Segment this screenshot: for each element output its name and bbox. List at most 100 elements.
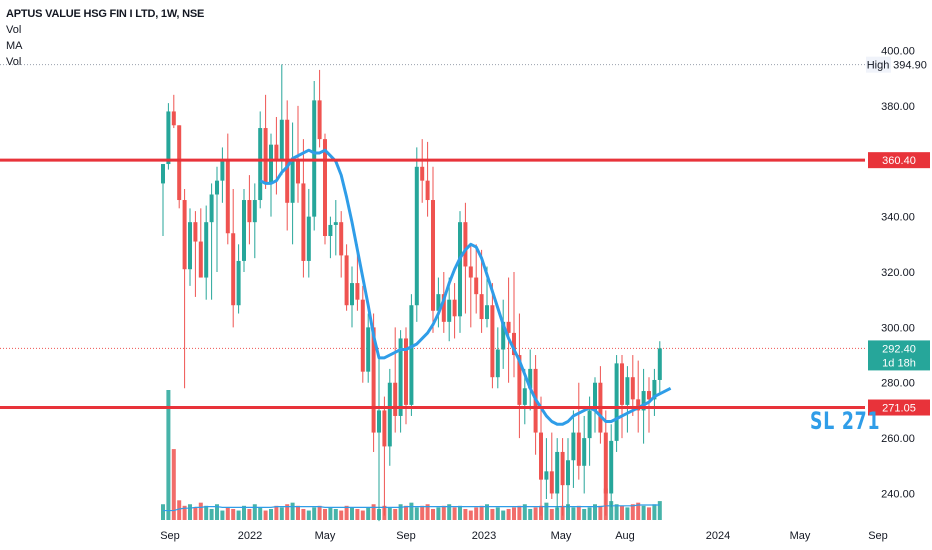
volume-ma-line xyxy=(163,504,660,512)
candle-body xyxy=(269,144,273,184)
volume-bar xyxy=(371,504,376,520)
volume-bar xyxy=(301,508,306,520)
volume-bar xyxy=(269,508,273,520)
volume-bar xyxy=(231,508,236,520)
candle-body xyxy=(485,305,489,320)
volume-bar xyxy=(360,510,365,520)
candle-body xyxy=(204,222,209,278)
candle-body xyxy=(539,432,543,480)
volume-bar xyxy=(625,507,630,520)
volume-bar xyxy=(495,507,500,520)
candle-body xyxy=(641,391,646,411)
candle-body xyxy=(528,368,533,389)
candle-body xyxy=(404,338,408,405)
volume-bar xyxy=(630,504,635,520)
volume-bar xyxy=(420,505,425,520)
volume-bars xyxy=(161,390,662,520)
candle-body xyxy=(355,283,360,300)
volume-bar xyxy=(474,507,479,520)
volume-bar xyxy=(225,507,230,520)
legend-ma[interactable]: MA xyxy=(6,40,23,52)
y-tick-label: 260.00 xyxy=(881,433,915,445)
candle-body xyxy=(571,432,576,461)
volume-bar xyxy=(198,502,203,520)
volume-bar xyxy=(441,505,446,520)
volume-bar xyxy=(215,504,219,520)
candle-body xyxy=(339,222,344,256)
candle-body xyxy=(436,294,441,311)
candle-body xyxy=(566,460,570,486)
volume-bar xyxy=(641,505,646,520)
volume-bar xyxy=(479,505,484,520)
volume-bar xyxy=(323,508,327,520)
candle-body xyxy=(425,180,430,201)
candle-body xyxy=(452,299,457,317)
x-tick-label: Aug xyxy=(615,530,635,542)
candle-body xyxy=(603,432,608,494)
candle-body xyxy=(609,440,614,494)
volume-bar xyxy=(317,505,322,520)
candle-body xyxy=(441,294,446,322)
volume-bar xyxy=(290,502,295,520)
candle-body xyxy=(296,161,300,184)
volume-bar xyxy=(414,507,419,520)
candle-body xyxy=(620,363,624,405)
volume-bar xyxy=(587,507,592,520)
candle-body xyxy=(323,139,327,237)
candle-body xyxy=(215,180,219,195)
volume-bar xyxy=(279,507,284,520)
volume-bar xyxy=(387,507,392,520)
price-axis: 240.00 260.00 280.00 300.00 320.00 340.00 360.… xyxy=(881,46,915,501)
y-tick-label: 280.00 xyxy=(881,378,915,390)
legend-vol[interactable]: Vol xyxy=(6,24,22,36)
stop-loss-annotation: SL 271 xyxy=(810,407,881,435)
time-axis: Sep 2022 May Sep 2023 May Aug 2024 May Sep xyxy=(160,530,888,542)
candle-body xyxy=(344,255,349,306)
volume-bar xyxy=(209,508,214,520)
volume-bar xyxy=(404,505,408,520)
volume-bar xyxy=(463,508,468,520)
volume-bar xyxy=(236,510,241,520)
x-tick-label: 2023 xyxy=(472,530,496,542)
volume-bar xyxy=(593,504,597,520)
symbol-title[interactable]: APTUS VALUE HSG FIN I LTD, 1W, NSE xyxy=(6,8,205,20)
volume-bar xyxy=(425,504,430,520)
candle-body xyxy=(414,166,419,306)
resistance-tag-bg xyxy=(868,152,930,169)
x-tick-label: 2024 xyxy=(706,530,730,542)
volume-bar xyxy=(468,510,473,520)
candle-body xyxy=(576,432,581,466)
volume-bar xyxy=(263,510,268,520)
candle-body xyxy=(630,377,635,400)
volume-bar xyxy=(177,500,182,520)
volume-bar xyxy=(544,502,549,520)
volume-bar xyxy=(436,507,441,520)
volume-bar xyxy=(571,507,576,520)
volume-bar xyxy=(647,507,651,520)
candle-body xyxy=(366,327,371,372)
volume-bar xyxy=(312,507,317,520)
candle-body xyxy=(263,128,268,184)
volume-bar xyxy=(166,390,171,520)
support-tag-bg xyxy=(868,399,930,416)
candle-body xyxy=(582,438,587,466)
candle-body xyxy=(549,471,554,494)
x-tick-label: May xyxy=(551,530,572,542)
y-tick-label: 380.00 xyxy=(881,101,915,113)
current-price-bg xyxy=(868,340,930,371)
candle-body xyxy=(360,299,365,372)
candle-body xyxy=(495,349,500,378)
legend-vol-2[interactable]: Vol xyxy=(6,56,22,68)
volume-bar xyxy=(458,505,462,520)
candle-body xyxy=(560,451,565,486)
candle-body xyxy=(625,377,630,405)
candle-body xyxy=(420,166,425,181)
y-tick-label: 340.00 xyxy=(881,212,915,224)
candle-body xyxy=(306,216,311,261)
volume-bar xyxy=(490,508,495,520)
candle-body xyxy=(177,125,182,201)
candle-body xyxy=(198,241,203,278)
candle-body xyxy=(301,183,306,261)
candle-body xyxy=(506,321,511,333)
